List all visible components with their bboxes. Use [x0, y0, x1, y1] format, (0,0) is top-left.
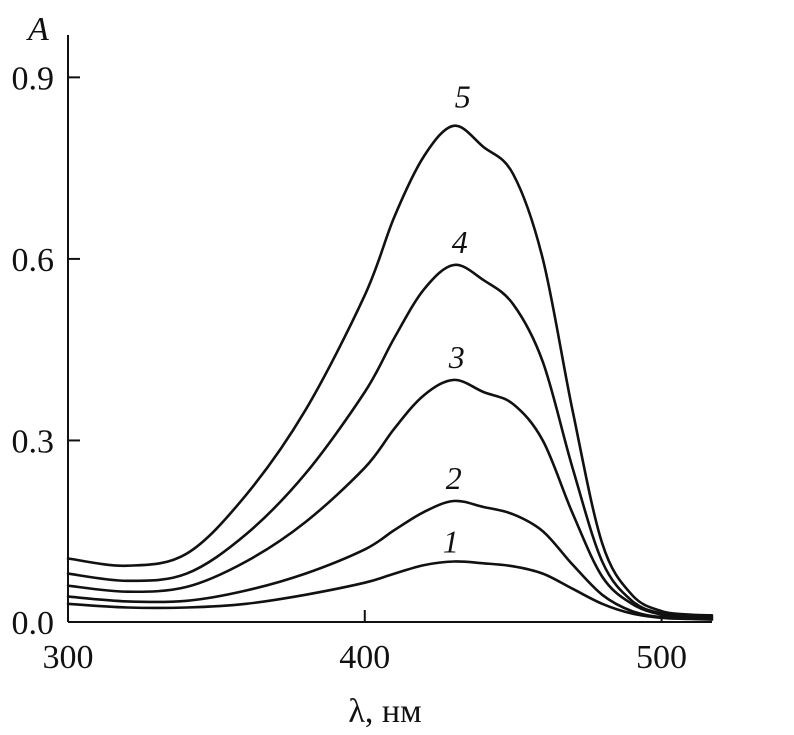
series-label-1: 1 [443, 523, 459, 559]
x-tick-label: 500 [636, 639, 687, 676]
y-tick-label: 0.9 [12, 60, 55, 97]
ticks: 0.0 0.3 0.6 0.9 300 400 500 [12, 60, 688, 676]
series-labels: 1 2 3 4 5 [443, 79, 471, 560]
series-line-5 [66, 124, 714, 617]
series-label-5: 5 [455, 79, 471, 115]
series-label-2: 2 [446, 460, 462, 496]
x-tick-label: 400 [339, 639, 390, 676]
series-line-1 [66, 560, 714, 621]
series-label-4: 4 [452, 224, 468, 260]
y-tick-label: 0.0 [12, 605, 55, 642]
series-line-2 [66, 499, 714, 621]
y-tick-label: 0.3 [12, 423, 55, 460]
series-group [66, 124, 714, 621]
x-axis-title: λ, нм [348, 693, 421, 730]
series-line-4 [66, 263, 714, 618]
x-tick-label: 300 [43, 639, 94, 676]
y-tick-label: 0.6 [12, 242, 55, 279]
y-axis-title: A [26, 11, 49, 48]
series-label-3: 3 [448, 339, 465, 375]
series-line-3 [66, 378, 714, 620]
